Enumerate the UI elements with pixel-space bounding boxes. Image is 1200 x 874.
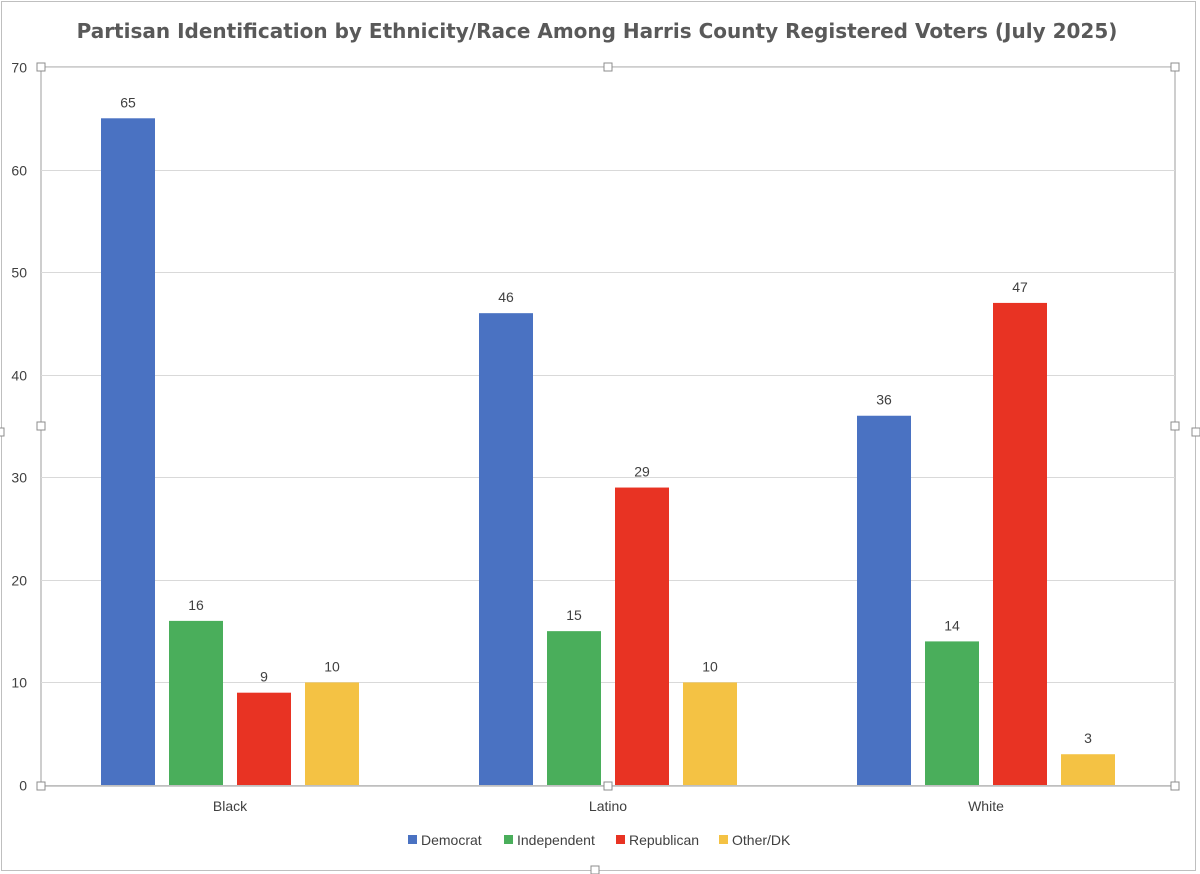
bar-latino-independent[interactable]: [547, 631, 601, 785]
chart-handle-middle-left[interactable]: [0, 427, 5, 437]
bar-black-independent[interactable]: [169, 620, 223, 785]
plot-handle-top-middle[interactable]: [603, 62, 613, 72]
plot-handle-bottom-middle[interactable]: [603, 781, 613, 791]
chart-handle-middle-right[interactable]: [1191, 427, 1200, 437]
y-tick-label: 40: [11, 368, 27, 384]
bar-white-democrat[interactable]: [857, 415, 911, 785]
plot-handle-middle-right[interactable]: [1170, 421, 1180, 431]
plot-handle-bottom-left[interactable]: [36, 781, 46, 791]
data-label: 3: [1084, 730, 1092, 746]
chart-selection-handles[interactable]: [0, 427, 1200, 874]
data-labels: 65 16 9 10 46 15 29 10 36 14 47 3: [120, 94, 1092, 746]
y-tick-label: 60: [11, 163, 27, 179]
chart-handle-bottom-middle[interactable]: [590, 865, 600, 874]
legend-swatch-independent: [504, 835, 513, 844]
y-tick-label: 50: [11, 265, 27, 281]
data-label: 16: [188, 597, 204, 613]
bar-black-other-dk[interactable]: [305, 682, 359, 785]
plot-handle-middle-left[interactable]: [36, 421, 46, 431]
legend-swatch-other-dk: [719, 835, 728, 844]
data-label: 47: [1012, 279, 1028, 295]
bar-white-independent[interactable]: [925, 641, 979, 785]
bars: [101, 118, 1115, 786]
x-axis-categories: Black Latino White: [213, 798, 1004, 814]
y-tick-label: 20: [11, 573, 27, 589]
legend-label-democrat[interactable]: Democrat: [421, 832, 482, 848]
y-tick-label: 10: [11, 675, 27, 691]
bar-white-other-dk[interactable]: [1061, 754, 1115, 785]
bar-latino-other-dk[interactable]: [683, 682, 737, 785]
category-label-black: Black: [213, 798, 248, 814]
data-label: 36: [876, 392, 892, 408]
chart-title: Partisan Identification by Ethnicity/Rac…: [77, 19, 1118, 43]
data-label: 10: [324, 658, 340, 674]
legend-label-independent[interactable]: Independent: [517, 832, 595, 848]
plot-handle-top-left[interactable]: [36, 62, 46, 72]
bar-white-republican[interactable]: [993, 302, 1047, 785]
data-label: 9: [260, 669, 268, 685]
plot-selection-handles[interactable]: [36, 62, 1180, 791]
data-label: 15: [566, 607, 582, 623]
data-label: 10: [702, 658, 718, 674]
bar-latino-republican[interactable]: [615, 487, 669, 785]
legend: Democrat Independent Republican Other/DK: [408, 832, 791, 848]
plot-handle-bottom-right[interactable]: [1170, 781, 1180, 791]
legend-label-republican[interactable]: Republican: [629, 832, 699, 848]
data-label: 29: [634, 464, 650, 480]
y-tick-label: 30: [11, 470, 27, 486]
data-label: 65: [120, 94, 136, 110]
y-axis-ticks: 0 10 20 30 40 50 60 70: [11, 60, 27, 794]
legend-label-other-dk[interactable]: Other/DK: [732, 832, 791, 848]
plot-handle-top-right[interactable]: [1170, 62, 1180, 72]
bar-black-democrat[interactable]: [101, 118, 155, 786]
y-tick-label: 0: [19, 778, 27, 794]
y-tick-label: 70: [11, 60, 27, 76]
legend-swatch-democrat: [408, 835, 417, 844]
bar-latino-democrat[interactable]: [479, 313, 533, 785]
data-label: 46: [498, 289, 514, 305]
gridlines: [41, 67, 1175, 683]
category-label-latino: Latino: [589, 798, 627, 814]
category-label-white: White: [968, 798, 1004, 814]
data-label: 14: [944, 617, 960, 633]
legend-swatch-republican: [616, 835, 625, 844]
bar-black-republican[interactable]: [237, 692, 291, 785]
